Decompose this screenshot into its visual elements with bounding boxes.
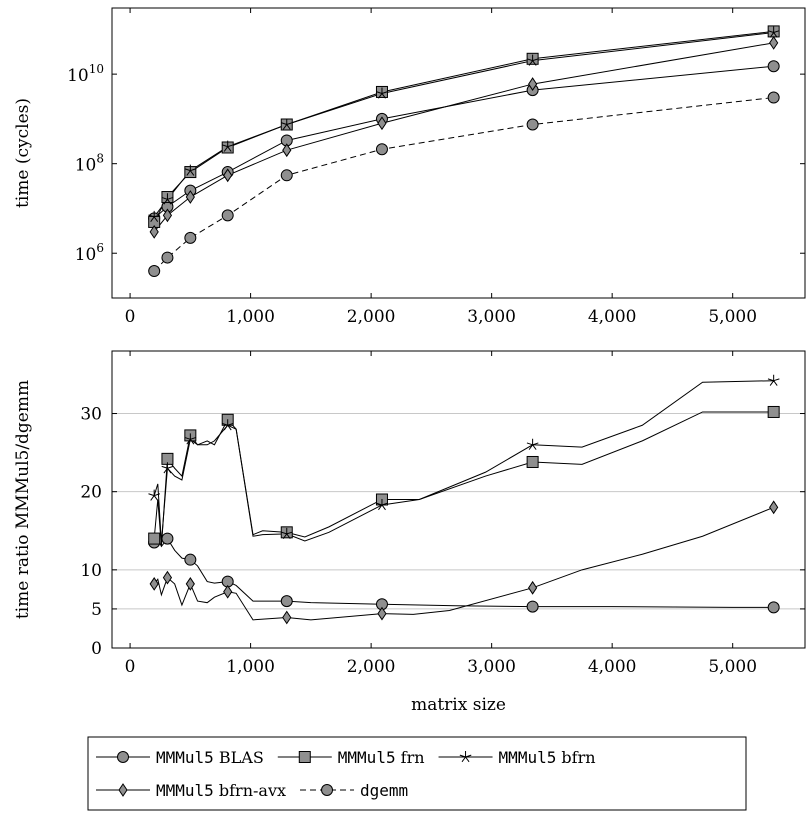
top-point-dgemm xyxy=(526,118,539,131)
bottom-point-mmmul5-bfrn-avx xyxy=(149,577,159,591)
top-x-tick-label: 5,000 xyxy=(708,307,757,327)
top-point-mmmul5-blas xyxy=(767,60,780,73)
bottom-point-mmmul5-bfrn xyxy=(161,462,174,474)
bottom-chart-ratio: 0 1,000 2,000 3,000 4,000 5,000 0 5 10 20 30 time r… xyxy=(13,350,806,715)
legend-label-mmmul5-blas: MMMul5 BLAS xyxy=(156,748,264,767)
top-point-dgemm xyxy=(148,265,161,278)
bottom-y-axis-label: time ratio MMMul5/dgemm xyxy=(13,380,33,619)
top-y-tick-label: 108 xyxy=(75,152,104,176)
bottom-point-mmmul5-blas xyxy=(184,553,197,566)
legend-label-mmmul5-bfrn-avx: MMMul5 bfrn-avx xyxy=(156,781,286,800)
top-x-tick-label: 4,000 xyxy=(588,307,637,327)
bottom-x-tick-label: 1,000 xyxy=(226,657,275,677)
bottom-x-tick-label: 5,000 xyxy=(708,657,757,677)
top-series-line-mmmul5-bfrn-avx xyxy=(153,42,774,233)
top-x-tick-label: 3,000 xyxy=(467,307,516,327)
bottom-point-mmmul5-bfrn-avx xyxy=(185,577,195,591)
top-y-tick-label: 1010 xyxy=(67,62,104,86)
bottom-point-mmmul5-bfrn-avx xyxy=(769,500,779,515)
top-point-mmmul5-bfrn xyxy=(526,54,539,66)
bottom-point-mmmul5-blas xyxy=(767,601,780,614)
top-x-tick-label: 2,000 xyxy=(347,307,396,327)
top-x-tick-label: 1,000 xyxy=(226,307,275,327)
bottom-point-mmmul5-frn xyxy=(767,405,780,418)
top-y-tick-label: 106 xyxy=(75,241,104,265)
bottom-point-mmmul5-bfrn xyxy=(148,489,161,501)
top-point-mmmul5-bfrn xyxy=(148,210,161,222)
legend-label-mmmul5-frn: MMMul5 frn xyxy=(338,748,425,767)
bottom-point-mmmul5-bfrn xyxy=(526,438,539,450)
bottom-point-mmmul5-bfrn-avx xyxy=(528,580,538,595)
bottom-y-tick-label: 30 xyxy=(80,405,102,425)
top-point-dgemm xyxy=(375,143,388,156)
bottom-series-line-mmmul5-frn xyxy=(153,411,774,547)
top-point-dgemm xyxy=(161,251,174,264)
bottom-y-tick-label: 0 xyxy=(91,639,102,659)
top-point-mmmul5-bfrn-avx xyxy=(769,35,779,50)
bottom-x-tick-label: 3,000 xyxy=(467,657,516,677)
legend-label-dgemm: dgemm xyxy=(360,781,408,800)
top-y-axis-label: time (cycles) xyxy=(13,98,33,208)
bottom-y-tick-label: 10 xyxy=(80,561,102,581)
bottom-series-line-mmmul5-blas xyxy=(153,537,774,608)
bottom-series-line-mmmul5-bfrn xyxy=(153,380,774,543)
top-point-mmmul5-bfrn xyxy=(184,164,197,176)
bottom-plot-frame xyxy=(111,350,806,649)
top-x-tick-label: 0 xyxy=(125,307,136,327)
top-plot-frame xyxy=(111,7,806,299)
top-point-dgemm xyxy=(221,209,234,222)
top-series-line-dgemm xyxy=(153,97,774,272)
top-point-mmmul5-bfrn xyxy=(767,26,780,38)
bottom-point-mmmul5-bfrn xyxy=(221,419,234,431)
bottom-x-tick-label: 2,000 xyxy=(347,657,396,677)
bottom-point-mmmul5-bfrn-avx xyxy=(282,610,292,625)
top-point-mmmul5-bfrn-avx xyxy=(149,224,159,239)
legend: MMMul5 BLAS MMMul5 frn MMMul5 bfrn MMMul5 b… xyxy=(87,736,747,811)
bottom-point-mmmul5-frn xyxy=(148,532,161,545)
top-point-mmmul5-bfrn-avx xyxy=(162,208,173,223)
bottom-point-mmmul5-blas xyxy=(526,600,539,613)
top-point-mmmul5-bfrn-avx xyxy=(528,77,538,91)
top-point-dgemm xyxy=(184,231,197,244)
bottom-point-mmmul5-bfrn xyxy=(184,433,197,445)
top-point-mmmul5-bfrn-avx xyxy=(185,190,195,204)
bottom-y-tick-label: 5 xyxy=(91,600,102,620)
top-point-mmmul5-bfrn-avx xyxy=(282,143,292,158)
bottom-point-mmmul5-bfrn-avx xyxy=(377,606,387,621)
bottom-point-mmmul5-bfrn-avx xyxy=(162,570,173,585)
top-series-line-mmmul5-blas xyxy=(153,65,774,219)
top-series-line-mmmul5-frn xyxy=(153,30,774,223)
legend-marker-mmmul5-bfrn-avx xyxy=(118,783,128,797)
bottom-y-tick-label: 20 xyxy=(80,483,102,503)
top-series-line-mmmul5-bfrn xyxy=(153,32,774,218)
legend-marker-dgemm xyxy=(321,784,334,796)
bottom-point-mmmul5-blas xyxy=(280,595,293,608)
top-point-dgemm xyxy=(280,169,293,182)
bottom-x-axis-label: matrix size xyxy=(411,695,506,715)
top-point-mmmul5-bfrn xyxy=(161,193,174,205)
top-point-dgemm xyxy=(767,91,780,104)
bottom-point-mmmul5-frn xyxy=(526,455,539,468)
top-point-mmmul5-bfrn xyxy=(376,87,388,99)
legend-box xyxy=(87,736,747,811)
top-point-mmmul5-bfrn xyxy=(280,118,293,130)
bottom-point-mmmul5-bfrn xyxy=(376,498,388,511)
top-chart-time: 0 1,000 2,000 3,000 4,000 5,000 106 108 1010 time… xyxy=(13,7,806,327)
bottom-point-mmmul5-bfrn xyxy=(767,374,780,386)
legend-marker-mmmul5-bfrn xyxy=(459,750,472,763)
legend-marker-mmmul5-frn xyxy=(298,751,311,763)
bottom-x-tick-label: 0 xyxy=(125,657,136,677)
top-point-mmmul5-bfrn-avx xyxy=(223,168,233,183)
legend-marker-mmmul5-blas xyxy=(117,751,129,763)
bottom-point-mmmul5-bfrn-avx xyxy=(223,584,233,599)
bottom-point-mmmul5-bfrn xyxy=(280,527,293,540)
bottom-x-tick-label: 4,000 xyxy=(588,657,637,677)
bottom-series-line-mmmul5-bfrn-avx xyxy=(153,506,774,621)
legend-label-mmmul5-bfrn: MMMul5 bfrn xyxy=(499,748,596,767)
top-point-mmmul5-bfrn xyxy=(221,140,234,152)
bottom-point-mmmul5-blas xyxy=(161,532,174,545)
top-point-mmmul5-bfrn-avx xyxy=(377,116,387,131)
